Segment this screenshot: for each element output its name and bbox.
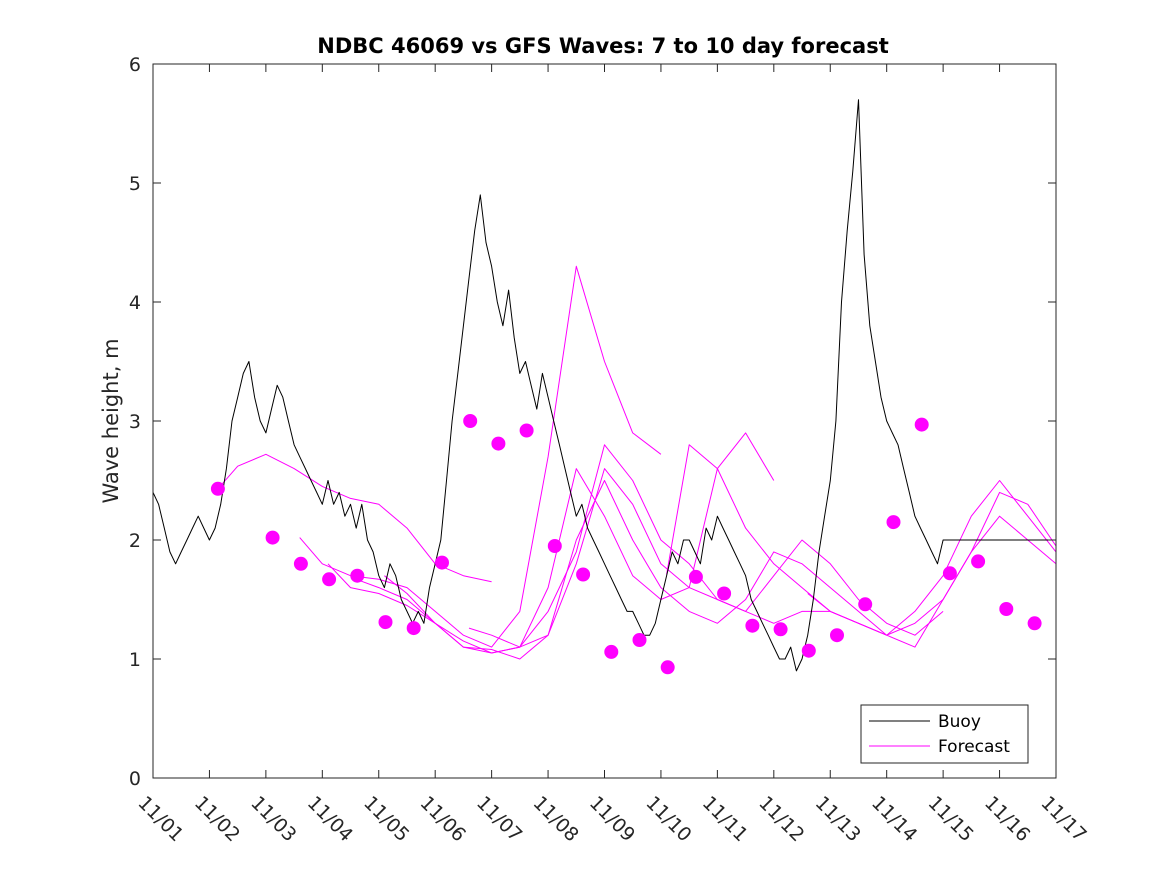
forecast-marker: [576, 567, 591, 582]
forecast-marker: [378, 615, 393, 630]
forecast-line: [807, 491, 1057, 636]
forecast-marker: [604, 644, 619, 659]
y-axis-label: Wave height, m: [99, 338, 123, 503]
forecast-line: [327, 432, 775, 654]
forecast-marker: [293, 556, 308, 571]
forecast-marker: [942, 566, 957, 581]
forecast-marker: [830, 628, 844, 643]
forecast-marker: [463, 414, 478, 428]
forecast-marker: [322, 572, 337, 587]
forecast-marker: [971, 554, 986, 569]
forecast-marker: [660, 660, 675, 675]
y-tick-label: 3: [129, 411, 141, 433]
forecast-marker: [406, 621, 421, 636]
forecast-marker: [858, 597, 873, 612]
forecast-marker: [914, 417, 929, 432]
y-axis-ticks: 0 1 2 3 4 5 6: [129, 54, 1056, 790]
forecast-marker: [632, 633, 647, 647]
forecast-marker: [999, 602, 1014, 616]
legend: Buoy Forecast: [860, 704, 1029, 764]
forecast-marker: [519, 423, 534, 438]
forecast-line: [384, 468, 944, 660]
forecast-marker: [350, 568, 365, 583]
forecast-line: [356, 480, 888, 654]
forecast-marker: [435, 555, 449, 570]
forecast-marker: [886, 515, 901, 530]
plot-area: [152, 99, 1057, 675]
forecast-marker: [1027, 616, 1042, 631]
buoy-series: [152, 99, 1056, 672]
forecast-marker: [210, 481, 225, 496]
y-tick-label: 0: [129, 768, 141, 790]
forecast-marker: [773, 622, 788, 637]
y-tick-label: 6: [129, 54, 141, 76]
forecast-marker: [688, 569, 703, 584]
y-tick-label: 5: [129, 173, 141, 195]
forecast-marker: [745, 618, 760, 633]
legend-buoy-label: Buoy: [938, 712, 981, 732]
forecast-marker: [547, 539, 562, 553]
y-tick-label: 1: [129, 649, 141, 671]
forecast-marker: [717, 586, 732, 601]
forecast-markers: [210, 414, 1042, 675]
forecast-marker: [801, 643, 816, 658]
chart-title: NDBC 46069 vs GFS Waves: 7 to 10 day for…: [317, 34, 888, 58]
forecast-marker: [491, 436, 506, 451]
forecast-marker: [265, 530, 280, 545]
y-tick-label: 2: [129, 530, 141, 552]
y-tick-label: 4: [129, 292, 141, 314]
legend-forecast-label: Forecast: [938, 737, 1010, 757]
buoy-line: [152, 99, 1056, 672]
legend-box: [860, 704, 1029, 764]
